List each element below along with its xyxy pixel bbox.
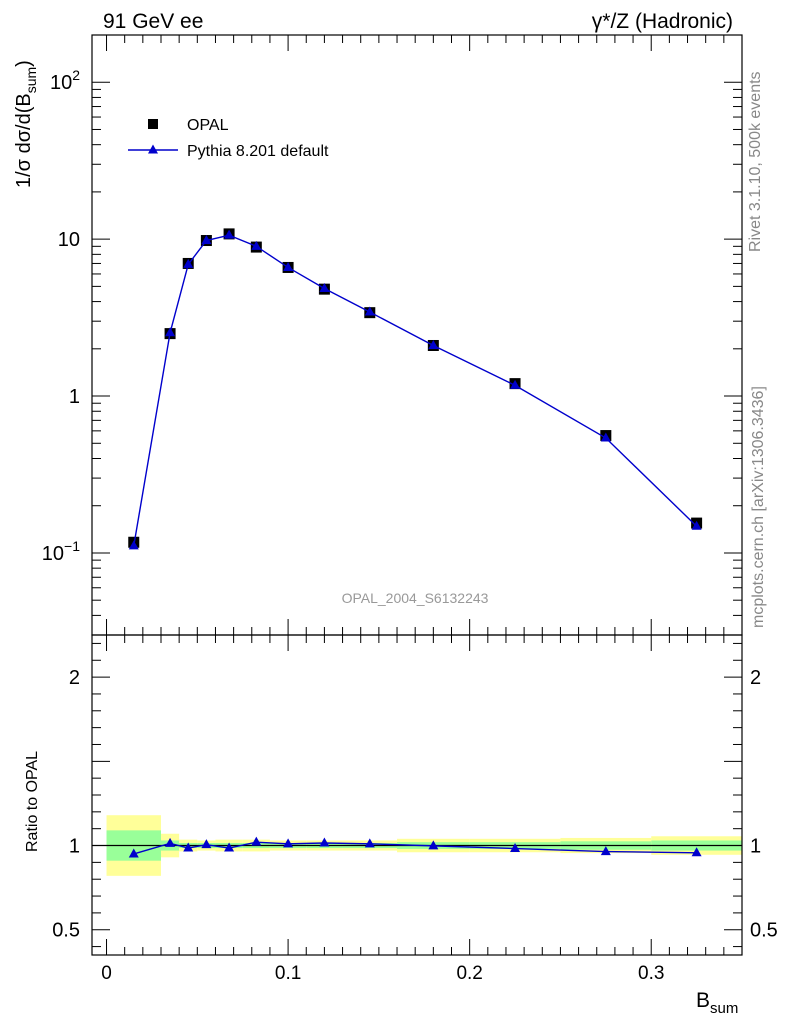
pythia-point	[165, 327, 176, 337]
analysis-id: OPAL_2004_S6132243	[342, 590, 489, 606]
ratio-y-tick-label-left: 1	[69, 836, 80, 858]
pythia-point	[251, 240, 262, 250]
pythia-line	[133, 234, 698, 546]
ratio-y-tick-label-right: 2	[750, 667, 761, 689]
legend-marker-pythia	[148, 144, 158, 154]
ratio-curve	[128, 836, 702, 858]
pythia-point	[428, 339, 439, 349]
pythia-point	[691, 520, 702, 530]
tick-base: 10	[42, 543, 64, 565]
pythia-point	[319, 282, 330, 292]
ratio-point	[128, 848, 139, 858]
tick-base: 10	[50, 72, 72, 94]
pythia-point	[183, 258, 194, 268]
ratio-point	[319, 837, 330, 847]
ratio-point	[224, 842, 235, 852]
axes-ticks	[92, 34, 743, 955]
main-y-axis-label-text: 1/σ dσ/d(B	[13, 93, 35, 188]
pythia-point	[224, 229, 235, 239]
pythia-point	[510, 379, 521, 389]
x-axis-label-subscript: sum	[710, 1000, 738, 1017]
ratio-point	[510, 843, 521, 853]
tick-exponent: −1	[64, 538, 80, 554]
legend-label-opal: OPAL	[187, 117, 229, 134]
main-series	[128, 228, 703, 550]
legend-label-pythia: Pythia 8.201 default	[187, 143, 329, 160]
pythia-point	[600, 432, 611, 442]
ratio-y-tick-label-right: 1	[750, 836, 761, 858]
ratio-point	[283, 838, 294, 848]
ratio-y-tick-label-left: 0.5	[52, 920, 80, 942]
ratio-panel-frame	[91, 634, 743, 956]
ratio-y-tick-label-left: 2	[69, 667, 80, 689]
ratio-point	[183, 842, 194, 852]
legend-marker-opal	[148, 119, 158, 129]
pythia-point	[128, 540, 139, 550]
pythia-point	[283, 261, 294, 271]
header-process: γ*/Z (Hadronic)	[592, 10, 733, 33]
tick-exponent: 2	[72, 67, 80, 83]
main-y-tick-label: 10−1	[42, 538, 80, 565]
x-tick-label: 0.1	[275, 963, 301, 984]
ratio-point	[251, 836, 262, 846]
pythia-point	[364, 306, 375, 316]
ratio-point	[201, 839, 212, 849]
tick-base: 1	[69, 386, 80, 408]
x-tick-label: 0	[101, 963, 112, 984]
pythia-point	[201, 235, 212, 245]
main-y-tick-label: 10	[58, 229, 80, 251]
ratio-y-axis-label: Ratio to OPAL	[24, 751, 41, 852]
tick-base: 10	[58, 229, 80, 251]
x-axis-label: Bsum	[696, 989, 738, 1017]
ratio-point	[691, 847, 702, 857]
ratio-y-tick-label-right: 0.5	[750, 920, 778, 942]
main-y-axis-label-end: )	[13, 60, 35, 67]
main-y-axis-label-subscript: sum	[23, 67, 39, 93]
mcplots-reference: mcplots.cern.ch [arXiv:1306.3436]	[750, 386, 767, 628]
ratio-point	[364, 838, 375, 848]
main-y-tick-label: 102	[50, 67, 80, 94]
legend: OPAL Pythia 8.201 default	[128, 117, 329, 160]
rivet-version: Rivet 3.1.10, 500k events	[747, 71, 764, 252]
ratio-point	[165, 837, 176, 847]
ratio-point	[428, 840, 439, 850]
x-tick-label: 0.2	[456, 963, 482, 984]
ratio-point	[600, 846, 611, 856]
main-y-axis-label: 1/σ dσ/d(Bsum)	[13, 60, 39, 188]
x-axis-label-text: B	[696, 989, 710, 1012]
header-energy: 91 GeV ee	[103, 10, 203, 33]
main-y-tick-label: 1	[69, 386, 80, 408]
x-tick-label: 0.3	[638, 963, 664, 984]
